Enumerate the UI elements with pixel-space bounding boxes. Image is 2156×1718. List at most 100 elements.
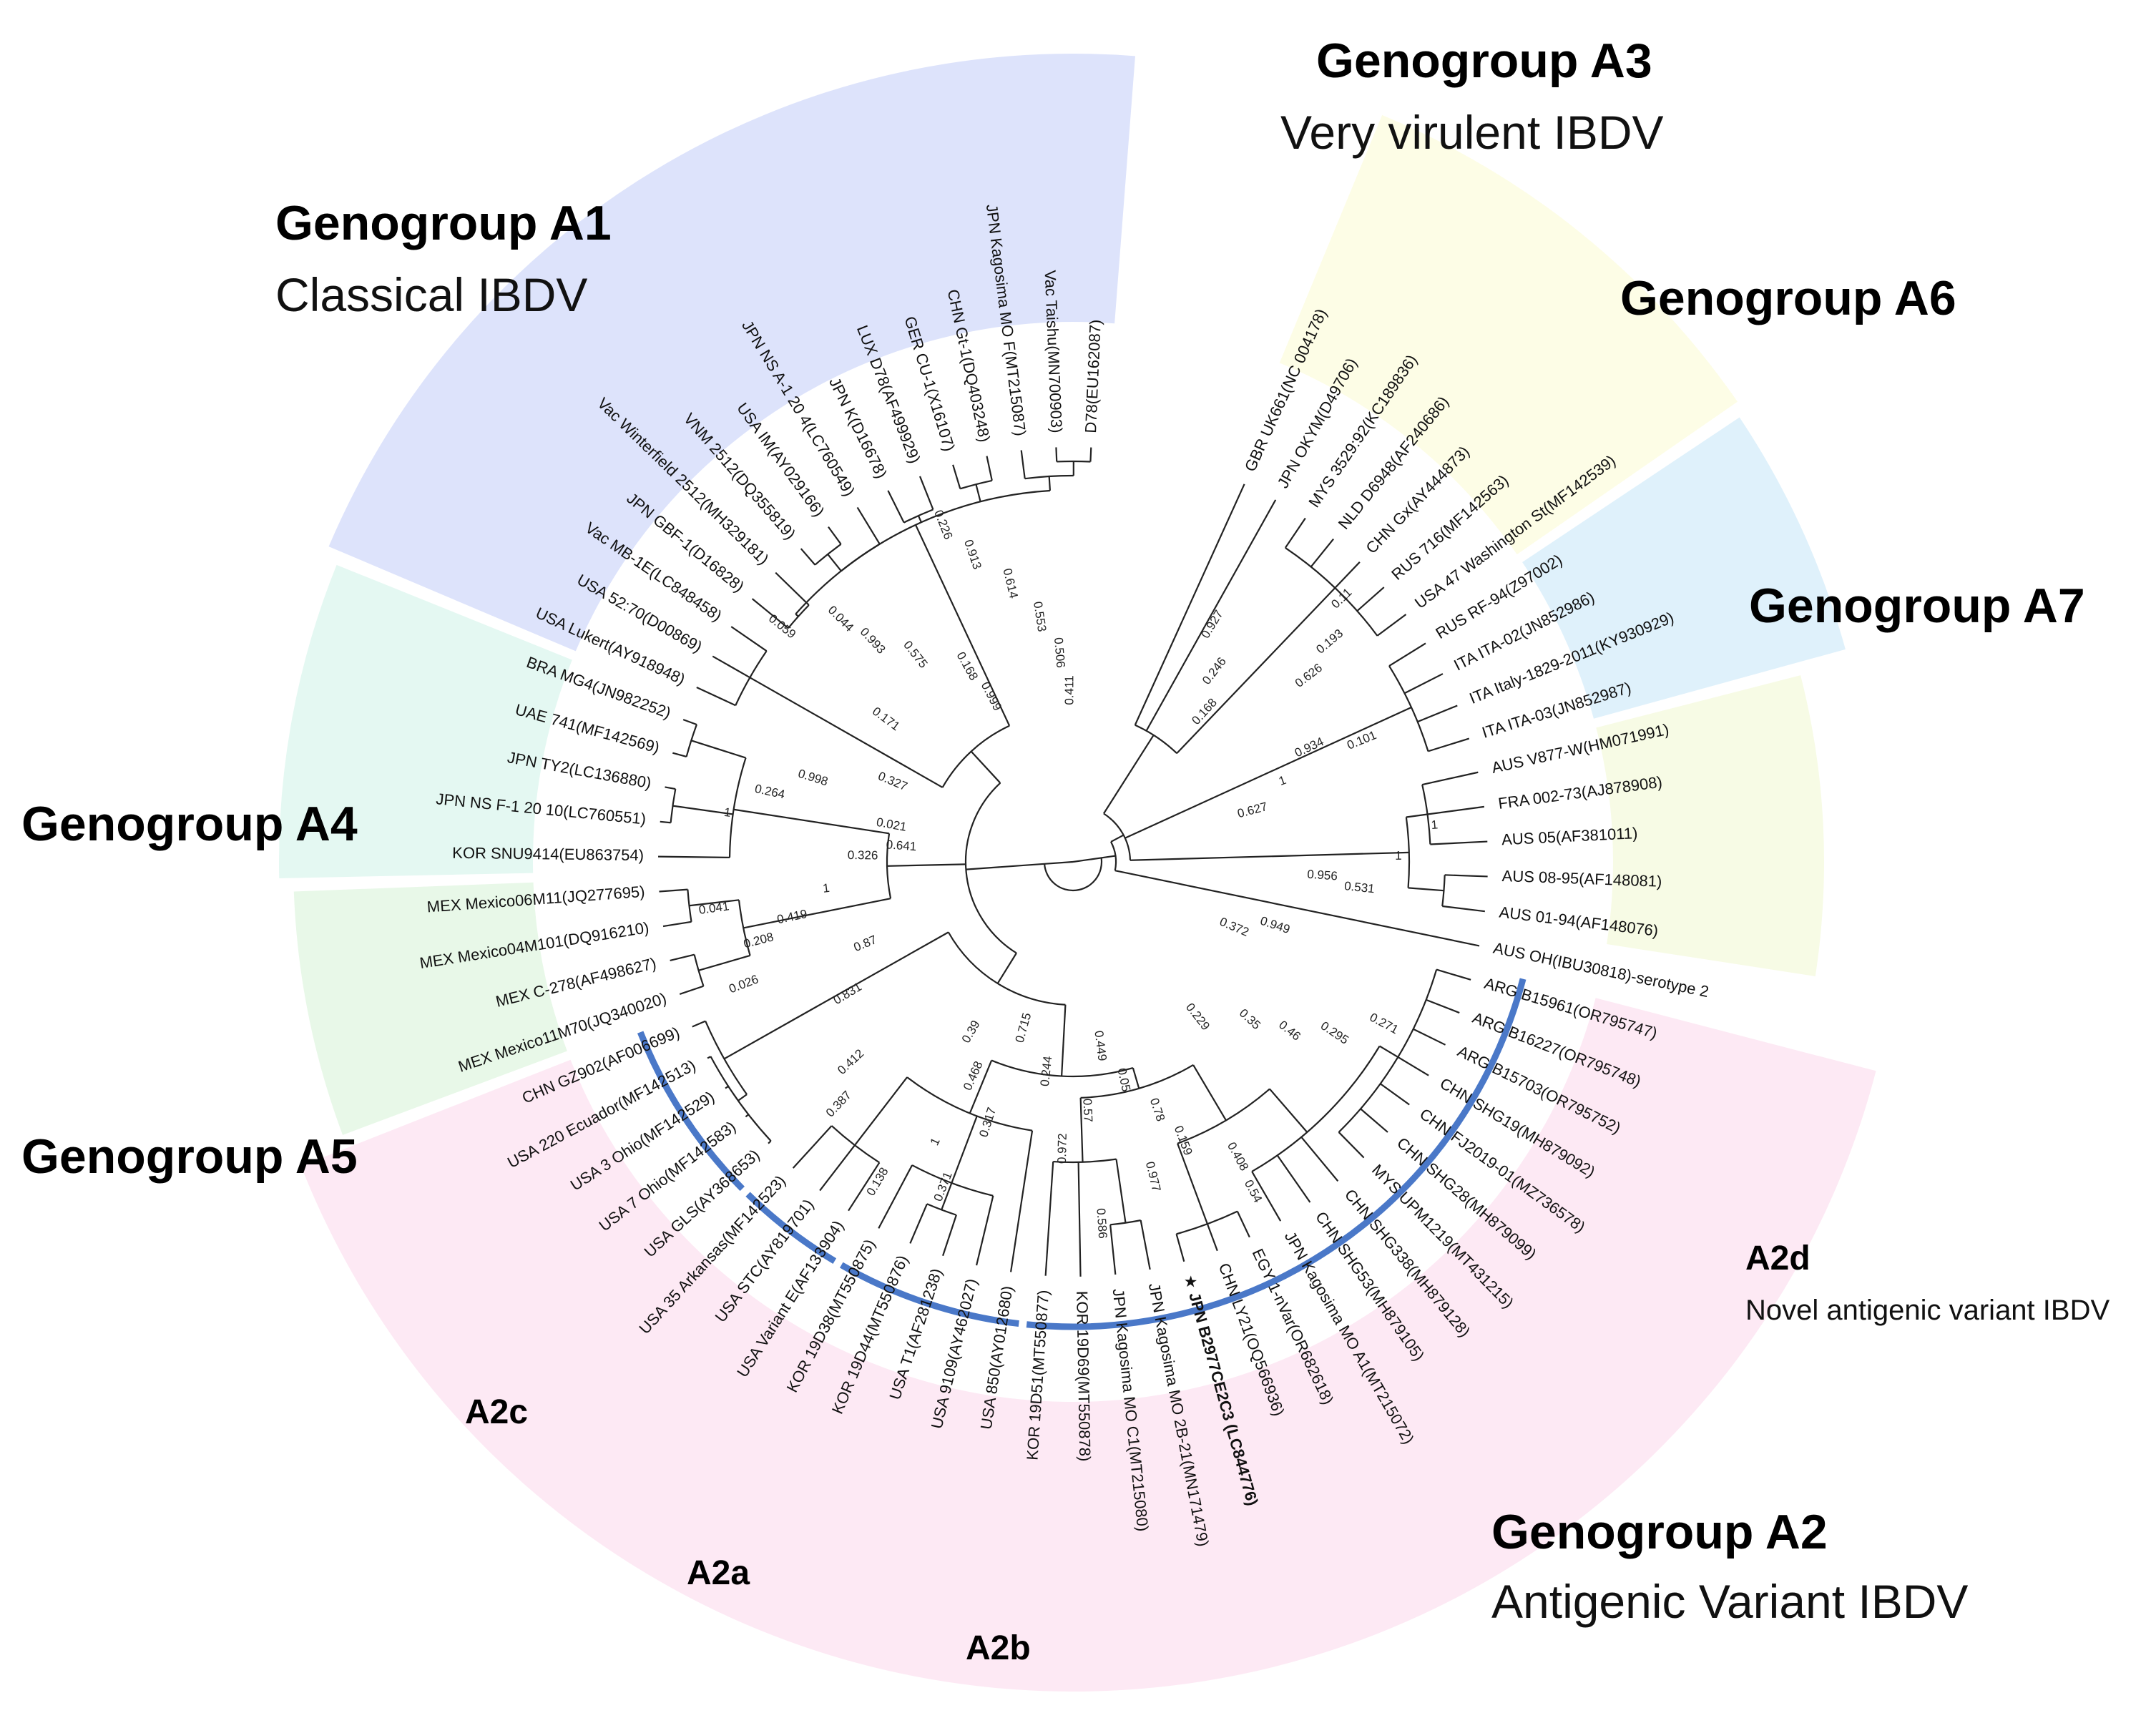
branch	[734, 810, 889, 834]
bootstrap-value: 0.244	[1038, 1056, 1054, 1087]
bootstrap-value: 0.641	[886, 838, 917, 853]
branch	[1301, 1137, 1338, 1182]
bootstrap-value: 0.913	[961, 538, 984, 571]
branch	[1073, 856, 1115, 862]
branch-arc	[730, 758, 746, 858]
branch	[1130, 853, 1409, 860]
branch	[750, 677, 942, 787]
subclade-a2a-label: A2a	[687, 1554, 750, 1592]
branch	[712, 657, 750, 678]
branch	[1278, 1155, 1310, 1202]
branch	[1141, 1220, 1150, 1270]
bootstrap-value: 0.408	[1225, 1140, 1251, 1173]
bootstrap-value: 1	[1395, 849, 1402, 863]
branch	[1408, 888, 1444, 890]
branch	[1115, 870, 1479, 946]
branch	[1361, 1109, 1388, 1132]
branch	[1011, 1131, 1032, 1272]
branch	[1270, 1089, 1307, 1132]
bootstrap-value: 0.11	[1328, 586, 1354, 612]
branch	[1428, 807, 1484, 815]
bootstrap-values: 0.4110.5060.5530.6140.9130.2260.9990.168…	[698, 508, 1439, 1239]
branch	[658, 857, 730, 858]
bootstrap-value: 0.506	[1052, 637, 1067, 669]
branch	[1426, 1000, 1460, 1013]
bootstrap-value: 0.627	[1236, 800, 1269, 820]
branch	[1413, 1029, 1446, 1045]
branch	[971, 752, 1001, 783]
branch	[910, 1204, 927, 1243]
branch	[1339, 1132, 1364, 1158]
branch	[828, 554, 841, 571]
branch	[672, 753, 686, 757]
subclade-a2b-label: A2b	[966, 1629, 1031, 1667]
branch	[918, 516, 921, 522]
branch	[1079, 1162, 1081, 1277]
bootstrap-value: 0.044	[825, 603, 856, 634]
bootstrap-value: 0.327	[876, 769, 910, 793]
branch	[1445, 875, 1488, 876]
bootstrap-value: 0.35	[1237, 1006, 1263, 1032]
branch	[1430, 842, 1487, 845]
branch	[659, 890, 687, 892]
branch-arc	[927, 1204, 956, 1214]
branch	[1135, 484, 1245, 725]
bootstrap-value: 0.78	[1147, 1096, 1167, 1123]
bootstrap-value: 0.326	[848, 848, 878, 863]
branch	[1359, 707, 1411, 731]
genogroup-a4-title: Genogroup A4	[21, 797, 358, 851]
bootstrap-value: 0.831	[831, 980, 864, 1007]
branch	[1377, 614, 1406, 636]
branch	[680, 986, 703, 994]
bootstrap-value: 0.54	[1242, 1178, 1265, 1205]
branch	[699, 956, 750, 971]
bootstrap-value: 0.46	[1276, 1018, 1303, 1044]
branch	[793, 1126, 832, 1168]
bootstrap-value: 0.168	[1189, 696, 1220, 727]
bootstrap-value: 0.468	[961, 1059, 986, 1093]
bootstrap-value: 1	[723, 805, 732, 820]
branch	[1177, 1234, 1185, 1262]
branch	[1428, 739, 1469, 752]
branch	[1357, 587, 1383, 611]
leaf-label: RUS 716(MF142563)	[1388, 471, 1511, 584]
branch	[858, 507, 880, 544]
bootstrap-value: 1	[1277, 773, 1288, 788]
bootstrap-value: 0.626	[1293, 661, 1325, 690]
branch	[665, 787, 676, 789]
bootstrap-value: 0.956	[1307, 868, 1338, 883]
branch	[820, 1145, 855, 1190]
bootstrap-value: 0.208	[742, 930, 775, 951]
leaf-label: USA GLS(AY368653)	[641, 1146, 763, 1261]
bootstrap-value: 0.387	[823, 1088, 854, 1119]
bootstrap-value: 0.977	[1143, 1160, 1163, 1193]
branch	[1442, 906, 1485, 911]
branch	[1111, 835, 1124, 842]
branch	[1207, 1224, 1217, 1251]
subclade-a2c-label: A2c	[465, 1393, 528, 1431]
branch	[768, 1141, 771, 1143]
genogroup-a2-subtitle: Antigenic Variant IBDV	[1491, 1575, 1968, 1628]
branch	[1104, 735, 1154, 814]
branch-arc	[687, 725, 697, 757]
branch	[683, 720, 697, 725]
genogroup-a3-title: Genogroup A3	[1316, 34, 1652, 88]
branch-arc	[695, 955, 704, 986]
bootstrap-value: 0.998	[796, 767, 829, 789]
branch	[1436, 970, 1471, 980]
branch	[1404, 674, 1442, 693]
branch	[1117, 1159, 1126, 1223]
bootstrap-value: 0.05	[1114, 1067, 1133, 1093]
branch	[801, 549, 815, 565]
branch	[987, 456, 992, 481]
branch	[691, 740, 745, 757]
bootstrap-value: 0.271	[1368, 1011, 1401, 1037]
branch	[1238, 1212, 1250, 1237]
genogroup-a7-title: Genogroup A7	[1749, 579, 2085, 633]
branch	[828, 527, 841, 544]
branch-arc	[1057, 461, 1090, 462]
branch	[855, 1077, 907, 1145]
bootstrap-value: 0.39	[959, 1018, 983, 1045]
